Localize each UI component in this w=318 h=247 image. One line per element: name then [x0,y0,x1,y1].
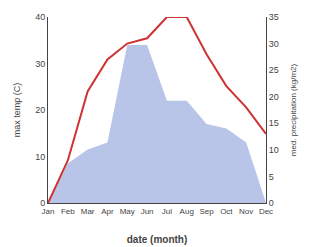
svg-text:Jun: Jun [141,207,154,216]
svg-text:date (month): date (month) [127,234,188,245]
svg-text:Jan: Jan [42,207,55,216]
svg-text:15: 15 [269,118,279,128]
svg-text:Dec: Dec [259,207,273,216]
svg-text:Sep: Sep [199,207,214,216]
svg-text:35: 35 [269,12,279,22]
svg-text:0: 0 [40,198,45,208]
svg-text:max temp (C): max temp (C) [12,83,22,138]
svg-text:10: 10 [269,145,279,155]
svg-text:0: 0 [269,198,274,208]
svg-text:20: 20 [269,92,279,102]
svg-text:Feb: Feb [61,207,75,216]
svg-text:Jul: Jul [162,207,172,216]
svg-text:Aug: Aug [180,207,194,216]
svg-text:20: 20 [35,105,45,115]
svg-text:Oct: Oct [220,207,233,216]
svg-text:25: 25 [269,65,279,75]
svg-text:Nov: Nov [239,207,253,216]
svg-text:30: 30 [35,59,45,69]
svg-text:May: May [120,207,135,216]
svg-text:10: 10 [35,152,45,162]
svg-text:med. precipitation (kg/m2): med. precipitation (kg/m2) [289,63,298,156]
svg-text:Apr: Apr [101,207,114,216]
svg-text:5: 5 [269,172,274,182]
svg-text:30: 30 [269,39,279,49]
svg-text:Mar: Mar [81,207,95,216]
svg-text:40: 40 [35,12,45,22]
